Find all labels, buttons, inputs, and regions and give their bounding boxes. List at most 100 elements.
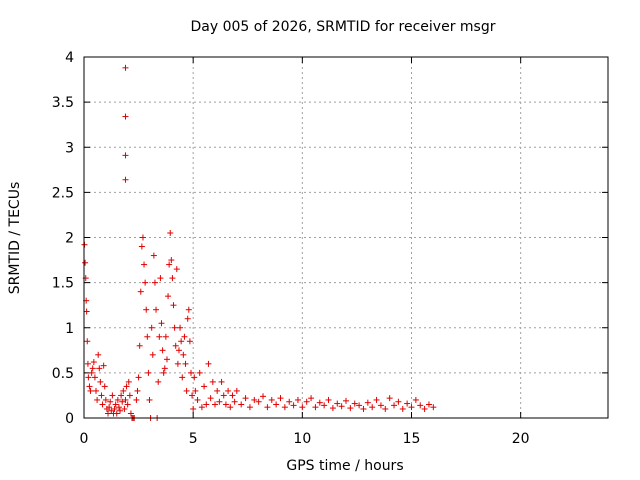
data-point: [89, 365, 96, 372]
data-point: [170, 302, 177, 309]
data-point: [364, 399, 371, 406]
data-point: [417, 402, 424, 409]
data-point: [122, 152, 129, 159]
data-point: [99, 401, 106, 408]
data-point: [149, 351, 156, 358]
data-point: [299, 404, 306, 411]
data-point: [181, 333, 188, 340]
data-point: [183, 387, 190, 394]
data-point: [286, 398, 293, 405]
data-point: [139, 234, 146, 241]
data-point: [412, 396, 419, 403]
data-point: [212, 401, 218, 408]
data-point: [141, 261, 148, 268]
data-point: [160, 369, 167, 376]
data-point: [179, 374, 186, 381]
data-point: [84, 338, 91, 345]
data-point: [334, 400, 341, 407]
data-point: [121, 405, 128, 412]
data-point: [203, 401, 210, 408]
data-point: [312, 404, 319, 411]
data-point: [187, 369, 194, 376]
data-point: [281, 404, 288, 411]
data-point: [138, 243, 145, 250]
data-point: [157, 275, 164, 282]
data-point: [209, 378, 216, 385]
data-point: [144, 333, 151, 340]
data-point: [180, 351, 187, 358]
data-point: [338, 403, 345, 410]
data-point: [191, 374, 198, 381]
data-point: [184, 315, 191, 322]
data-point: [146, 396, 153, 403]
data-point: [255, 398, 262, 405]
data-point: [159, 347, 166, 354]
data-point: [113, 410, 120, 417]
y-tick-label: 0: [65, 411, 74, 427]
data-point: [124, 401, 131, 408]
data-point: [404, 400, 411, 407]
y-tick-label: 2.5: [52, 185, 74, 201]
data-point: [303, 398, 310, 405]
data-point: [88, 369, 95, 376]
data-point: [220, 392, 227, 399]
data-point: [151, 279, 158, 286]
data-point: [101, 383, 108, 390]
data-point: [127, 410, 134, 417]
data-point: [135, 374, 142, 381]
data-point: [382, 405, 389, 412]
data-point: [123, 383, 130, 390]
x-tick-label: 20: [512, 431, 530, 447]
data-point: [119, 398, 126, 405]
data-point: [133, 396, 140, 403]
data-point: [360, 405, 367, 412]
data-point: [186, 338, 193, 345]
data-point: [137, 288, 144, 295]
data-point: [171, 324, 178, 331]
data-point: [122, 176, 129, 183]
data-point: [102, 396, 109, 403]
data-point: [122, 113, 129, 120]
data-point: [90, 359, 97, 366]
y-tick-label: 1: [65, 321, 74, 337]
data-point: [185, 306, 192, 313]
data-point: [84, 360, 91, 367]
data-point: [93, 387, 100, 394]
data-point: [172, 342, 179, 349]
data-point: [194, 396, 201, 403]
data-point: [106, 404, 113, 411]
data-point: [321, 402, 328, 409]
data-point: [189, 392, 196, 399]
data-point: [182, 360, 189, 367]
data-point: [231, 398, 238, 405]
data-point: [87, 387, 94, 394]
x-tick-label: 5: [189, 431, 198, 447]
data-point: [173, 266, 180, 273]
y-tick-label: 3.5: [52, 95, 74, 111]
data-point: [218, 378, 225, 385]
data-point: [118, 392, 125, 399]
data-point: [122, 64, 129, 71]
data-point: [174, 360, 181, 367]
plot-frame: [83, 56, 609, 419]
data-point: [264, 404, 271, 411]
data-point: [107, 398, 114, 405]
data-point: [325, 396, 332, 403]
data-point: [86, 383, 93, 390]
data-point: [100, 362, 107, 369]
data-point: [399, 405, 406, 412]
y-tick-label: 1.5: [52, 276, 74, 292]
data-point: [308, 395, 315, 402]
data-point: [143, 306, 150, 313]
x-tick-label: 15: [403, 431, 421, 447]
data-point: [373, 396, 380, 403]
data-point: [111, 405, 118, 412]
y-tick-label: 0.5: [52, 366, 74, 382]
data-point: [134, 387, 141, 394]
data-point: [166, 261, 173, 268]
data-point: [242, 395, 249, 402]
data-point: [109, 392, 116, 399]
data-point: [294, 396, 301, 403]
data-point: [207, 395, 214, 402]
